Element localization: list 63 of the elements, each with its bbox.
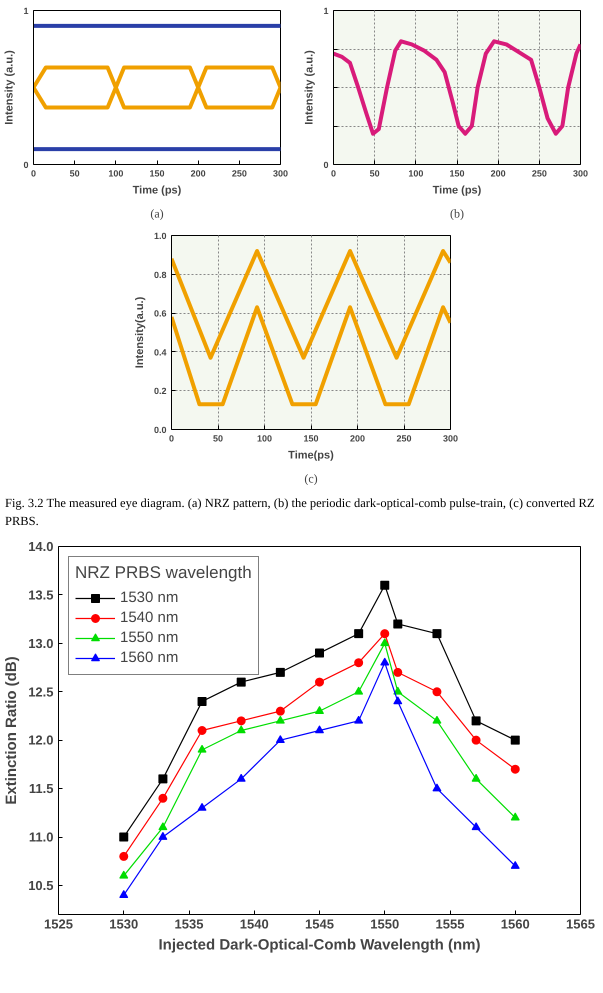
x-tick-label: 1525 [44,916,73,932]
x-axis-title: Injected Dark-Optical-Comb Wavelength (nm) [158,936,480,954]
x-axis-title: Time(ps) [288,450,334,462]
text: (c) [304,472,318,486]
text: (b) [450,206,464,220]
x-tick-label: 300 [442,434,458,444]
x-tick-label: 50 [212,434,224,444]
y-tick-label: 0.8 [154,270,167,280]
x-tick-label: 100 [256,434,272,444]
x-tick-label: 50 [70,168,80,178]
y-tick-label: 13.5 [28,587,54,602]
x-tick-label: 1545 [305,916,334,932]
x-tick-label: 150 [149,168,165,178]
legend-label: 1530 nm [120,589,178,606]
y-tick-label: 0.4 [154,347,167,358]
x-tick-label: 0 [330,168,336,178]
y-tick-label: 1.0 [154,231,167,241]
y-tick-label: 1 [323,6,329,16]
x-axis-title: Time (ps) [432,184,482,196]
x-axis-title: Time (ps) [132,184,182,196]
x-tick-label: 1565 [566,916,595,932]
x-tick-label: 300 [272,168,288,178]
y-tick-label: 0.2 [154,386,167,396]
legend-title: NRZ PRBS wavelength [75,562,252,583]
x-tick-label: 200 [490,168,506,178]
y-tick-label: 0 [23,160,29,170]
x-tick-label: 1550 [370,916,400,932]
x-tick-label: 250 [532,168,547,178]
x-tick-label: 100 [108,168,124,178]
x-tick-label: 100 [408,168,424,178]
x-tick-label: 200 [190,168,206,178]
legend-label: 1550 nm [120,629,178,646]
x-tick-label: 150 [449,168,465,178]
x-tick-label: 250 [232,168,247,178]
legend-label: 1540 nm [120,609,178,626]
x-tick-label: 1530 [109,916,138,932]
y-tick-label: 14.0 [28,538,54,554]
y-axis-title: Intensity (a.u.) [3,50,16,125]
y-tick-label: 13.0 [28,636,54,651]
x-tick-label: 1555 [436,916,464,932]
y-tick-label: 12.5 [28,684,54,699]
y-tick-label: 1 [23,6,29,16]
y-tick-label: 11.5 [28,780,54,796]
x-tick-label: 1540 [240,916,269,932]
x-tick-label: 150 [303,434,319,444]
y-tick-label: 0.0 [154,425,167,435]
y-tick-label: 0.6 [154,308,167,319]
y-tick-label: 12.0 [28,732,54,748]
y-tick-label: 11.0 [28,829,54,844]
x-tick-label: 50 [370,168,380,178]
x-tick-label: 1535 [174,916,204,932]
y-axis-title: Extinction Ratio (dB) [3,656,20,804]
x-tick-label: 200 [350,434,366,444]
x-tick-label: 250 [396,434,412,444]
x-tick-label: 0 [168,434,174,444]
x-tick-label: 300 [572,168,588,178]
x-tick-label: 1560 [500,916,530,932]
y-tick-label: 10.5 [28,878,54,893]
y-axis-title: Intensity (a.u.) [303,50,316,125]
text: (a) [150,206,164,220]
y-axis-title: Intensity(a.u.) [134,296,146,368]
legend-label: 1560 nm [120,649,178,666]
caption: Fig. 3.2 The measured eye diagram. (a) NRZ pattern, (b) the periodic dark-optical-comb pulse-train, (c) converted RZ PRBS. [5,495,595,530]
